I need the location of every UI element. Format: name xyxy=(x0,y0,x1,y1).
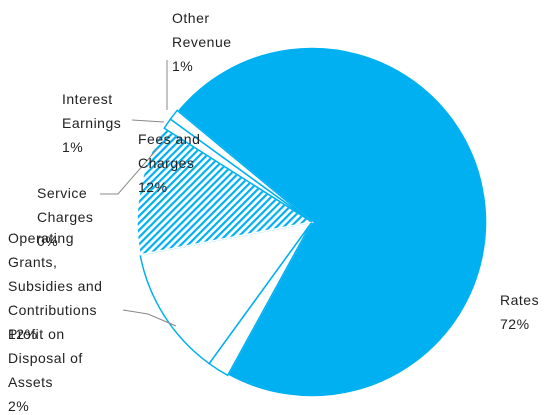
value-label: 72% xyxy=(500,316,530,332)
value-label: 12% xyxy=(138,179,168,195)
value-label: 12% xyxy=(8,326,38,342)
category-label: Other Revenue xyxy=(172,10,232,50)
category-label: Service Charges xyxy=(37,185,94,225)
category-label: Profit on Disposal of Assets xyxy=(8,326,83,390)
pie-slice xyxy=(176,46,488,398)
pie-slice xyxy=(169,109,313,223)
pie-slice xyxy=(139,220,314,365)
category-label: Rates xyxy=(500,292,540,308)
leader-line xyxy=(131,119,165,123)
leader-line xyxy=(100,147,159,195)
value-label: 0% xyxy=(37,233,59,249)
slices xyxy=(136,46,488,398)
category-label: Fees and Charges xyxy=(138,131,201,171)
category-label: Operating Grants, Subsidies and Contribu… xyxy=(8,230,103,318)
category-label: Interest Earnings xyxy=(62,91,122,131)
pie-slice xyxy=(136,127,315,256)
value-label: 1% xyxy=(62,139,84,155)
value-label: 1% xyxy=(172,58,194,74)
leader-line xyxy=(122,309,177,327)
leader-lines xyxy=(100,60,177,327)
value-label: 2% xyxy=(8,398,30,414)
